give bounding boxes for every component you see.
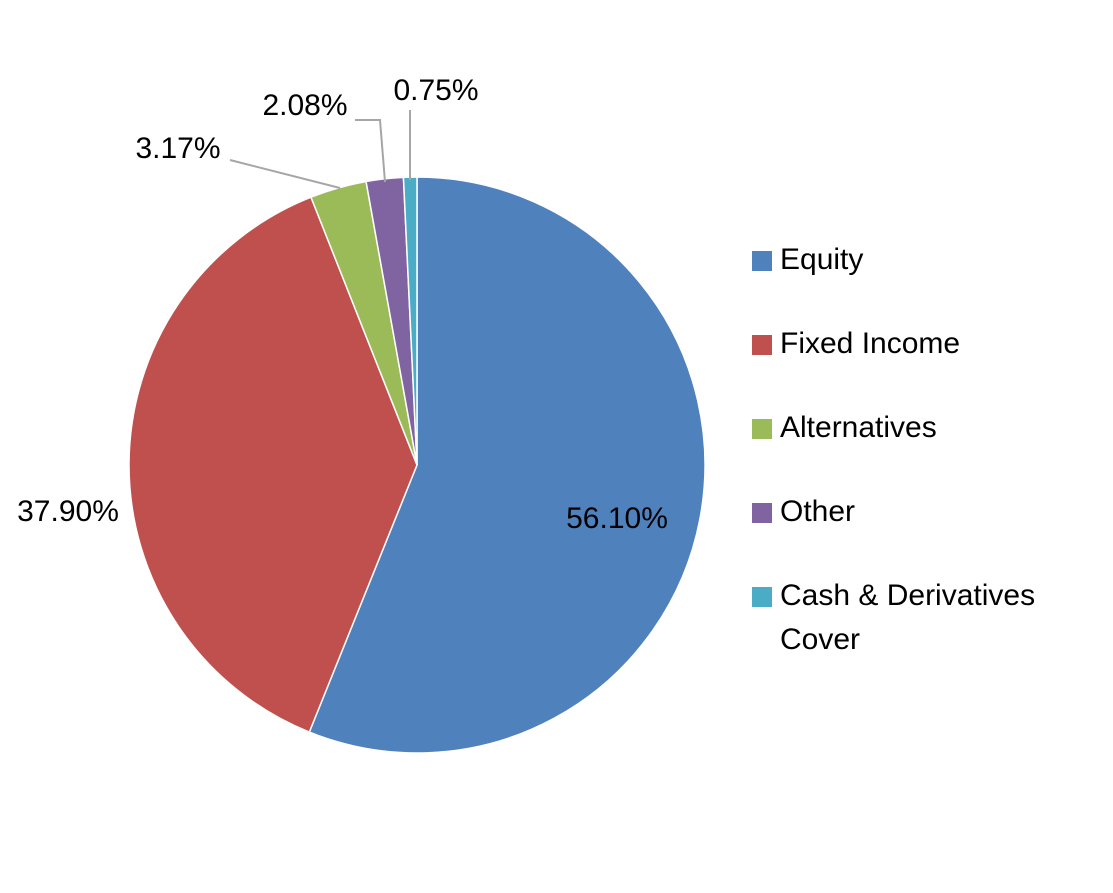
pie-slice xyxy=(128,196,418,734)
legend-item: Equity xyxy=(752,238,1052,322)
data-label: 2.08% xyxy=(262,89,347,122)
legend-item: Alternatives xyxy=(752,406,1052,490)
legend-item: Fixed Income xyxy=(752,322,1052,406)
legend-swatch xyxy=(752,335,772,355)
legend-swatch xyxy=(752,587,772,607)
leader-line xyxy=(229,159,341,189)
legend-label: Alternatives xyxy=(780,411,937,444)
legend-swatch xyxy=(752,251,772,271)
legend: Equity Fixed Income Alternatives Other Cash … xyxy=(752,238,1052,658)
data-label: 0.75% xyxy=(393,74,478,107)
pie-slice xyxy=(308,176,706,754)
data-label: 56.10% xyxy=(566,502,668,535)
legend-label: Equity xyxy=(780,243,864,276)
legend-item: Other xyxy=(752,490,1052,574)
leader-line xyxy=(355,119,386,183)
data-label: 3.17% xyxy=(135,132,220,165)
legend-swatch xyxy=(752,419,772,439)
legend-label: Cash & Derivatives Cover xyxy=(780,579,1036,656)
data-label: 37.90% xyxy=(17,495,119,528)
legend-label: Other xyxy=(780,495,856,528)
legend-label: Fixed Income xyxy=(780,327,961,360)
legend-item: Cash & Derivatives Cover xyxy=(752,574,1052,658)
legend-swatch xyxy=(752,503,772,523)
